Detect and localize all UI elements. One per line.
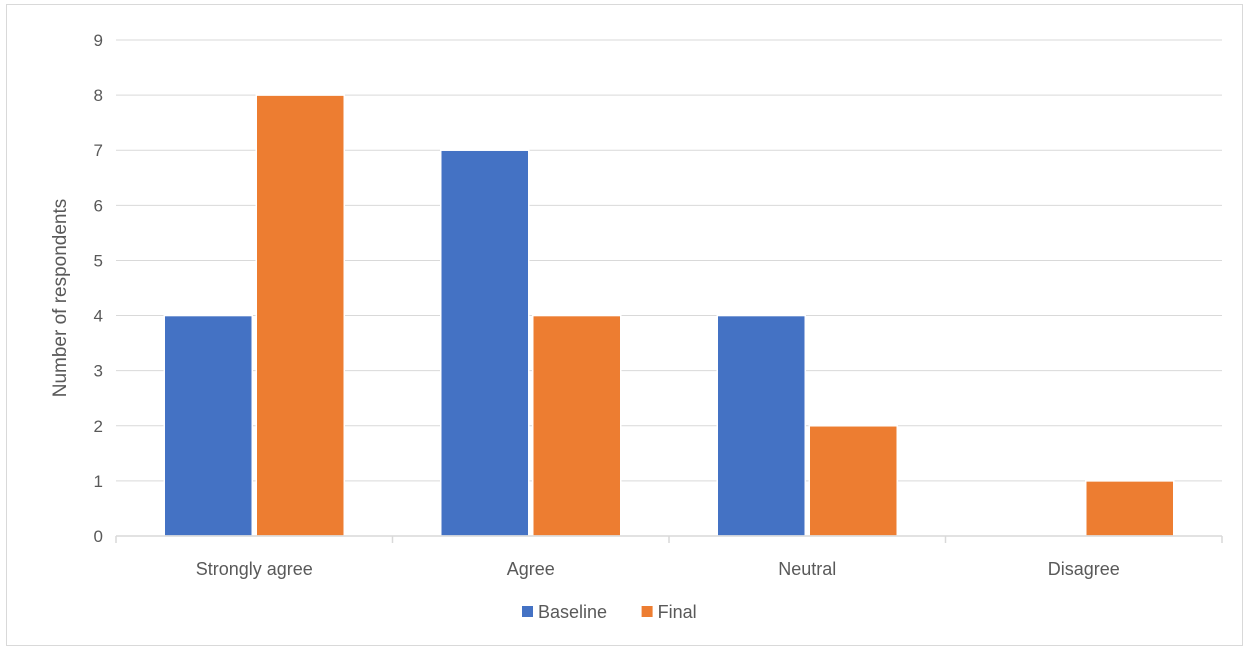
- bar-baseline-strongly-agree: [163, 314, 253, 537]
- bar-final-neutral: [808, 425, 898, 537]
- y-axis-title: Number of respondents: [50, 199, 71, 398]
- y-tick-label: 2: [94, 417, 103, 436]
- bars: [163, 94, 1175, 537]
- y-tick-label: 8: [94, 86, 103, 105]
- bar-final-strongly-agree: [255, 94, 345, 537]
- y-tick-label: 5: [94, 251, 103, 270]
- y-tick-label: 6: [94, 196, 103, 215]
- category-label: Neutral: [778, 559, 836, 579]
- y-tick-label: 1: [94, 472, 103, 491]
- legend-label-final: Final: [658, 602, 697, 622]
- y-tick-label: 3: [94, 362, 103, 381]
- category-labels: Strongly agree Agree Neutral Disagree: [196, 559, 1120, 579]
- y-tick-label: 4: [94, 307, 103, 326]
- y-tick-label: 0: [94, 527, 103, 546]
- category-label: Agree: [507, 559, 555, 579]
- bar-final-agree: [532, 314, 622, 537]
- bar-final-disagree: [1085, 480, 1175, 537]
- category-label: Disagree: [1048, 559, 1120, 579]
- legend: Baseline Final: [522, 602, 697, 622]
- legend-swatch-final: [641, 606, 653, 617]
- bar-baseline-agree: [440, 149, 530, 537]
- x-axis: [115, 535, 1223, 543]
- y-axis-ticks: 0 1 2 3 4 5 6 7 8 9: [94, 31, 103, 546]
- y-tick-label: 7: [94, 141, 103, 160]
- legend-swatch-baseline: [522, 606, 533, 617]
- legend-label-baseline: Baseline: [538, 602, 607, 622]
- y-tick-label: 9: [94, 31, 103, 50]
- bar-baseline-neutral: [716, 314, 806, 537]
- category-label: Strongly agree: [196, 559, 313, 579]
